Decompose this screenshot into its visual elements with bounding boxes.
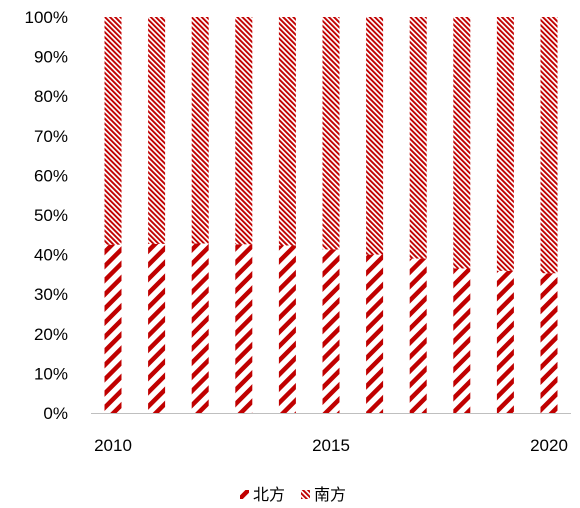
plot-area [91, 17, 571, 414]
y-tick-label: 80% [34, 87, 68, 106]
bar-south-2014 [278, 17, 296, 246]
y-tick-label: 100% [25, 8, 68, 27]
y-tick-label: 50% [34, 206, 68, 225]
bar-north-2015 [322, 249, 340, 413]
x-tick-label: 2020 [530, 436, 568, 455]
y-tick-label: 70% [34, 127, 68, 146]
bar-south-2013 [235, 17, 253, 245]
bar-north-2018 [453, 268, 471, 413]
bar-south-2016 [366, 17, 384, 255]
bar-north-2017 [409, 258, 427, 413]
y-axis-tick-labels: 0% 10% 20% 30% 40% 50% 60% 70% 80% 90% 100% [25, 8, 68, 423]
bar-south-2020 [540, 17, 558, 274]
bar-north-2011 [148, 243, 166, 413]
legend-label-south: 南方 [314, 485, 346, 504]
bar-north-2019 [496, 270, 514, 413]
bar-north-2013 [235, 244, 253, 413]
legend-item-south: 南方 [301, 485, 346, 504]
y-tick-label: 90% [34, 48, 68, 67]
bar-north-2010 [104, 244, 122, 413]
y-tick-label: 20% [34, 325, 68, 344]
bar-north-2016 [366, 254, 384, 413]
y-tick-label: 40% [34, 246, 68, 265]
bar-south-2017 [409, 17, 427, 259]
y-tick-label: 0% [43, 404, 68, 423]
bar-north-2014 [278, 245, 296, 413]
y-tick-label: 30% [34, 285, 68, 304]
legend-item-north: 北方 [240, 485, 285, 504]
bar-south-2010 [104, 17, 122, 245]
y-tick-label: 60% [34, 166, 68, 185]
bar-south-2012 [191, 17, 209, 244]
legend-swatch-south [301, 490, 310, 499]
x-tick-label: 2015 [312, 436, 350, 455]
bar-north-2020 [540, 273, 558, 413]
bar-north-2012 [191, 243, 209, 413]
bar-south-2018 [453, 17, 471, 269]
x-axis-tick-labels: 2010 2015 2020 [94, 436, 568, 455]
legend-label-north: 北方 [253, 485, 285, 504]
bars [104, 17, 558, 413]
legend: 北方 南方 [240, 485, 346, 504]
bar-south-2015 [322, 17, 340, 250]
bar-south-2011 [148, 17, 166, 244]
x-tick-label: 2010 [94, 436, 132, 455]
y-tick-label: 10% [34, 364, 68, 383]
legend-swatch-north [240, 490, 249, 499]
bar-south-2019 [496, 17, 514, 271]
